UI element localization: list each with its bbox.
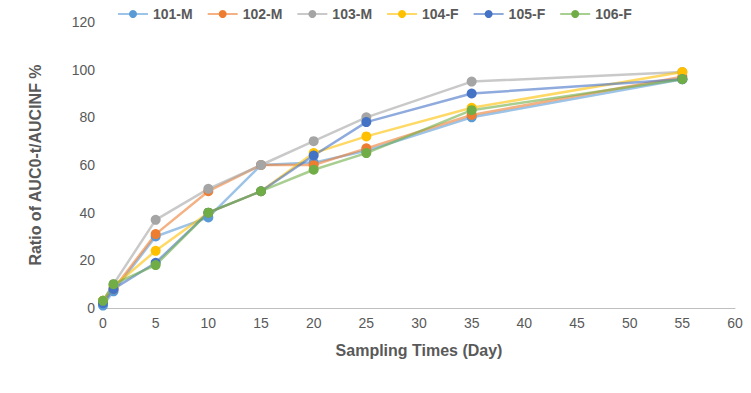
svg-text:106-F: 106-F: [595, 6, 632, 22]
svg-text:Ratio of AUC0-t/AUCINF %: Ratio of AUC0-t/AUCINF %: [27, 64, 44, 265]
svg-text:0: 0: [87, 300, 95, 316]
svg-text:10: 10: [201, 315, 217, 331]
svg-text:40: 40: [79, 205, 95, 221]
svg-text:20: 20: [79, 252, 95, 268]
svg-text:104-F: 104-F: [422, 6, 459, 22]
svg-text:20: 20: [306, 315, 322, 331]
svg-text:103-M: 103-M: [332, 6, 372, 22]
svg-text:60: 60: [79, 157, 95, 173]
svg-text:45: 45: [569, 315, 585, 331]
svg-text:105-F: 105-F: [509, 6, 546, 22]
svg-text:55: 55: [675, 315, 691, 331]
svg-text:102-M: 102-M: [243, 6, 283, 22]
svg-text:40: 40: [517, 315, 533, 331]
svg-text:60: 60: [727, 315, 743, 331]
svg-text:15: 15: [253, 315, 269, 331]
svg-text:120: 120: [72, 14, 96, 30]
svg-text:0: 0: [99, 315, 107, 331]
svg-text:80: 80: [79, 109, 95, 125]
svg-text:50: 50: [622, 315, 638, 331]
svg-text:5: 5: [152, 315, 160, 331]
svg-text:Sampling Times (Day): Sampling Times (Day): [336, 342, 503, 359]
svg-text:35: 35: [464, 315, 480, 331]
svg-text:101-M: 101-M: [153, 6, 193, 22]
svg-text:25: 25: [359, 315, 375, 331]
svg-text:30: 30: [411, 315, 427, 331]
svg-text:100: 100: [72, 62, 96, 78]
